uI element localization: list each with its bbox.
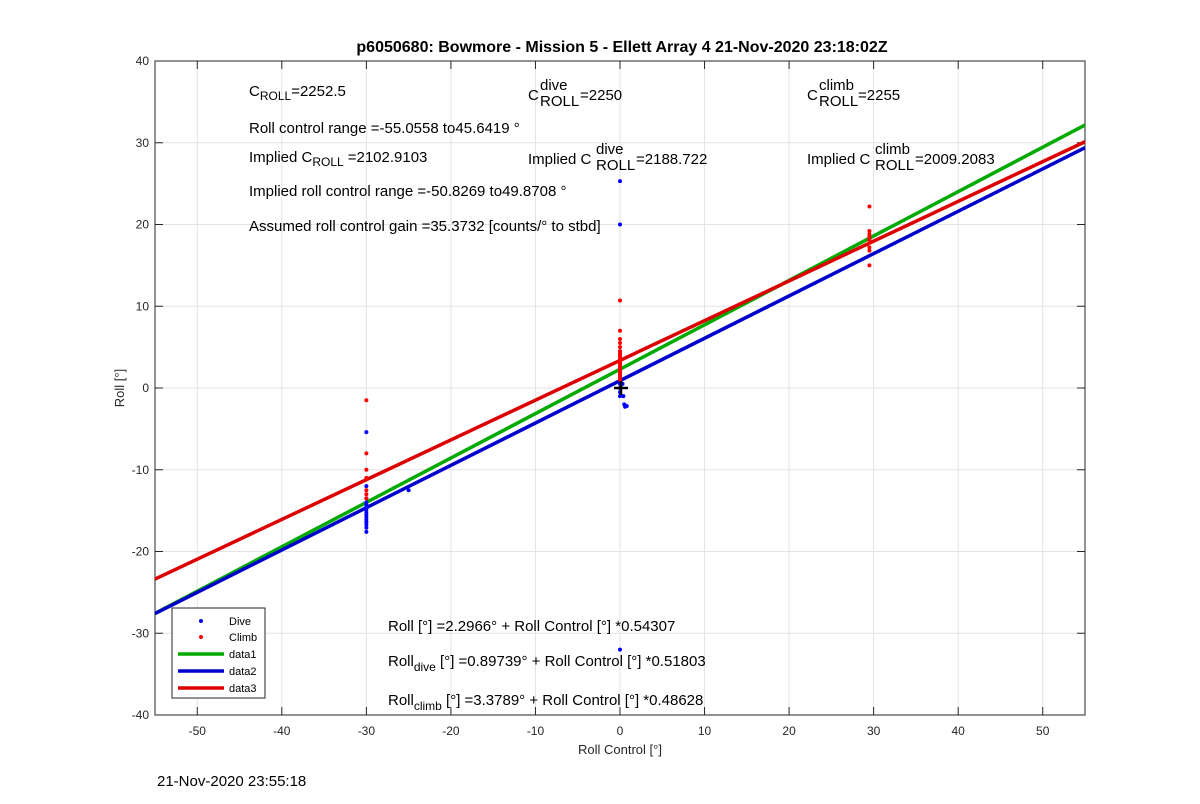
climb-point bbox=[618, 377, 622, 382]
y-tick-label: 0 bbox=[142, 381, 149, 395]
dive-point bbox=[364, 484, 369, 489]
dive-point bbox=[621, 394, 626, 399]
x-tick-label: 30 bbox=[867, 724, 881, 738]
svg-text:climb: climb bbox=[819, 77, 854, 94]
climb-point bbox=[618, 328, 622, 333]
fit-dive-equation: Rolldive [°] =0.89739° + Roll Control [°… bbox=[388, 653, 706, 674]
climb-point bbox=[364, 496, 369, 501]
c-roll-annotation: CROLL=2252.5 bbox=[249, 83, 346, 103]
dive-point bbox=[406, 488, 411, 493]
legend-climb-label: Climb bbox=[229, 632, 257, 644]
climb-point bbox=[618, 341, 622, 346]
x-tick-label: 50 bbox=[1036, 724, 1050, 738]
legend-dive-marker bbox=[199, 619, 203, 623]
climb-point bbox=[364, 467, 369, 472]
climb-point bbox=[867, 248, 872, 253]
y-tick-label: -40 bbox=[132, 708, 150, 722]
implied-c-roll: Implied CROLL =2102.9103 bbox=[249, 149, 427, 169]
print-timestamp: 21-Nov-2020 23:55:18 bbox=[157, 773, 307, 790]
legend: Dive Climb data1 data2 data3 bbox=[171, 607, 266, 699]
climb-point bbox=[618, 336, 622, 341]
legend-dive-label: Dive bbox=[229, 616, 251, 628]
legend-data3-label: data3 bbox=[229, 683, 257, 695]
climb-point bbox=[618, 345, 622, 350]
y-tick-label: -10 bbox=[132, 463, 150, 477]
svg-text:climb: climb bbox=[875, 141, 910, 158]
legend-data1-label: data1 bbox=[229, 649, 257, 661]
svg-text:ROLL: ROLL bbox=[540, 93, 579, 110]
climb-point bbox=[867, 263, 872, 268]
climb-point bbox=[867, 234, 872, 239]
y-tick-label: -30 bbox=[132, 626, 150, 640]
x-axis-label: Roll Control [°] bbox=[578, 742, 662, 757]
y-tick-label: 20 bbox=[136, 218, 150, 232]
svg-text:ROLL: ROLL bbox=[875, 157, 914, 174]
c-roll-dive-annotation: C dive ROLL =2250 bbox=[528, 77, 622, 110]
svg-text:Implied C: Implied C bbox=[807, 151, 871, 168]
climb-point bbox=[867, 229, 872, 234]
data-points bbox=[364, 179, 872, 652]
dive-point bbox=[364, 430, 369, 435]
climb-point bbox=[618, 298, 622, 303]
x-tick-label: -30 bbox=[358, 724, 376, 738]
dive-point bbox=[364, 522, 369, 527]
dive-point bbox=[364, 525, 369, 530]
x-tick-label: -40 bbox=[273, 724, 291, 738]
dive-point bbox=[624, 403, 629, 408]
y-tick-label: 10 bbox=[136, 299, 150, 313]
x-tick-label: -10 bbox=[527, 724, 545, 738]
x-tick-label: 10 bbox=[698, 724, 712, 738]
y-tick-label: -20 bbox=[132, 545, 150, 559]
legend-data2-label: data2 bbox=[229, 666, 257, 678]
y-axis-label: Roll [°] bbox=[112, 369, 127, 407]
climb-point bbox=[364, 492, 369, 497]
y-tick-label: 30 bbox=[136, 136, 150, 150]
svg-text:=2009.2083: =2009.2083 bbox=[915, 151, 995, 168]
svg-text:dive: dive bbox=[540, 77, 568, 94]
svg-text:=2255: =2255 bbox=[858, 87, 900, 104]
dive-point bbox=[618, 394, 622, 399]
dive-point bbox=[618, 647, 622, 652]
dive-point bbox=[618, 222, 622, 227]
c-roll-climb-annotation: C climb ROLL =2255 bbox=[807, 77, 900, 110]
dive-point bbox=[618, 179, 622, 184]
svg-text:C: C bbox=[807, 87, 818, 104]
assumed-roll-gain: Assumed roll control gain =35.3732 [coun… bbox=[249, 218, 601, 235]
svg-text:C: C bbox=[528, 87, 539, 104]
svg-text:ROLL: ROLL bbox=[596, 157, 635, 174]
svg-text:Implied C: Implied C bbox=[528, 151, 592, 168]
climb-point bbox=[867, 240, 872, 245]
legend-climb-marker bbox=[199, 635, 203, 639]
x-tick-label: 20 bbox=[782, 724, 796, 738]
implied-c-roll-climb: Implied C climb ROLL =2009.2083 bbox=[807, 141, 995, 174]
x-tick-label: -50 bbox=[189, 724, 207, 738]
axis-ticks: -50 -40 -30 -20 -10 0 10 20 30 40 50 -40 -30 -20 -10 0 1… bbox=[132, 54, 1085, 738]
implied-c-roll-dive: Implied C dive ROLL =2188.722 bbox=[528, 141, 707, 174]
svg-text:=2188.722: =2188.722 bbox=[636, 151, 707, 168]
climb-point bbox=[867, 245, 872, 250]
climb-point bbox=[867, 204, 872, 209]
y-tick-label: 40 bbox=[136, 54, 150, 68]
roll-control-range: Roll control range =-55.0558 to45.6419 ° bbox=[249, 120, 520, 137]
climb-point bbox=[364, 475, 369, 480]
origin-marker bbox=[614, 381, 628, 395]
chart-title: p6050680: Bowmore - Mission 5 - Ellett A… bbox=[356, 39, 887, 56]
fit-all-equation: Roll [°] =2.2966° + Roll Control [°] *0.… bbox=[388, 618, 675, 635]
x-tick-label: 40 bbox=[952, 724, 966, 738]
climb-point bbox=[364, 488, 369, 493]
svg-text:dive: dive bbox=[596, 141, 624, 158]
implied-roll-control-range: Implied roll control range =-50.8269 to4… bbox=[249, 183, 566, 200]
fit-climb-equation: Rollclimb [°] =3.3789° + Roll Control [°… bbox=[388, 692, 703, 713]
x-tick-label: -20 bbox=[442, 724, 460, 738]
climb-point bbox=[364, 398, 369, 403]
dive-point bbox=[364, 529, 369, 534]
svg-text:=2250: =2250 bbox=[580, 87, 622, 104]
climb-point bbox=[364, 451, 369, 456]
svg-text:ROLL: ROLL bbox=[819, 93, 858, 110]
x-tick-label: 0 bbox=[617, 724, 624, 738]
